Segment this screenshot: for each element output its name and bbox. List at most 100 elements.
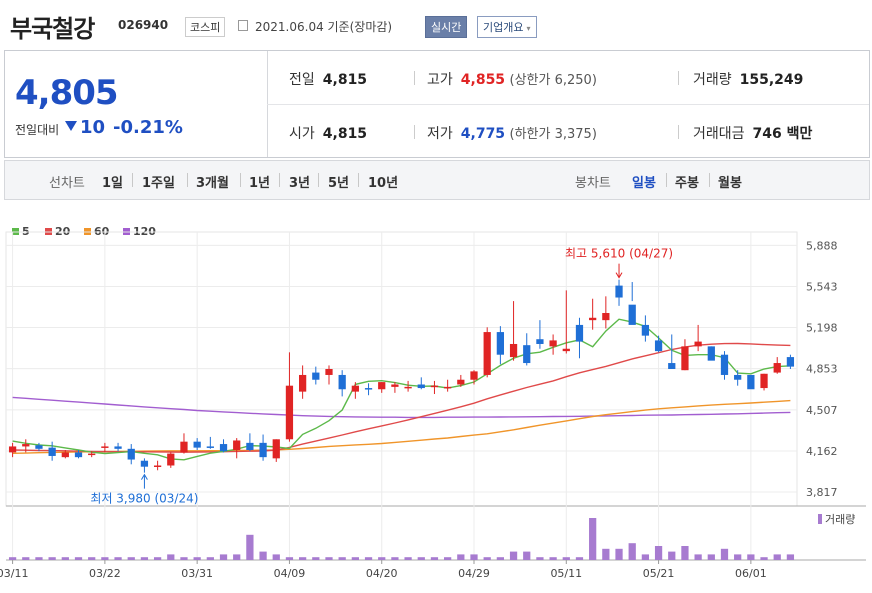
- volume-bar: [654, 546, 663, 560]
- volume-bar: [773, 554, 781, 560]
- company-overview-button[interactable]: 기업개요 ▾: [477, 16, 537, 38]
- candle-body: [523, 345, 531, 364]
- candle-body: [206, 446, 214, 448]
- volume-bar: [338, 557, 346, 560]
- tab-1y[interactable]: 1년: [249, 176, 271, 191]
- volume-bar: [483, 557, 491, 560]
- stock-header: 부국철강 026940 코스피 2021.06.04 기준(장마감) 실시간 기…: [0, 0, 872, 46]
- high-label: 고가: [427, 72, 453, 88]
- candle-body: [628, 304, 636, 325]
- realtime-button[interactable]: 실시간: [425, 16, 468, 38]
- tab-weekly[interactable]: 주봉: [675, 176, 699, 191]
- volume-bar: [127, 557, 135, 560]
- candle-body: [786, 357, 795, 367]
- divider: [678, 125, 679, 139]
- y-tick-label: 5,888: [806, 239, 838, 252]
- divider: [709, 173, 710, 187]
- candle-body: [641, 324, 650, 336]
- candle-body: [285, 385, 294, 440]
- candle-body: [167, 453, 175, 466]
- volume-bar: [760, 557, 768, 560]
- divider: [414, 125, 415, 139]
- divider: [267, 104, 869, 105]
- candle-body: [8, 446, 17, 453]
- divider: [318, 173, 319, 187]
- candle-body: [351, 385, 359, 392]
- high-annotation-arrowhead: [615, 272, 623, 279]
- upper-limit: (상한가 6,250): [509, 73, 597, 88]
- volume-bar: [523, 551, 531, 560]
- volume-bar: [272, 554, 280, 560]
- change-value: 10: [80, 117, 106, 138]
- quote-date: 2021.06.04 기준(장마감): [255, 20, 393, 34]
- market-badge: 코스피: [185, 17, 226, 37]
- volume-bar: [193, 557, 201, 560]
- calendar-icon: [238, 20, 248, 31]
- volume-bar: [285, 557, 294, 560]
- volume-bar: [668, 551, 676, 560]
- candle-body: [430, 385, 439, 388]
- candle-body: [720, 354, 729, 375]
- x-tick-label: 04/29: [458, 567, 490, 580]
- y-tick-label: 4,853: [806, 363, 838, 376]
- x-tick-label: 03/22: [89, 567, 121, 580]
- high-annotation: 최고 5,610 (04/27): [565, 247, 673, 261]
- candle-body: [272, 439, 280, 459]
- tab-3y[interactable]: 3년: [289, 176, 311, 191]
- change-percent: -0.21%: [113, 117, 183, 138]
- candle-body: [470, 371, 478, 380]
- tab-3m[interactable]: 3개월: [196, 176, 229, 191]
- candle-body: [483, 332, 491, 375]
- tab-5y[interactable]: 5년: [328, 176, 350, 191]
- candle-body: [101, 446, 109, 448]
- x-tick-label: 06/01: [735, 567, 767, 580]
- tab-10y[interactable]: 10년: [368, 176, 399, 191]
- volume-bar: [140, 557, 149, 560]
- candle-body: [417, 384, 425, 389]
- candle-body: [338, 374, 346, 390]
- tab-daily[interactable]: 일봉: [632, 176, 656, 191]
- volume-bar: [444, 557, 452, 560]
- quote-panel: 4,805 전일대비 10 -0.21% 전일 4,815 고가 4,855 (상한…: [4, 50, 870, 158]
- volume-bar: [378, 557, 386, 560]
- company-overview-label: 기업개요: [483, 21, 524, 34]
- tab-1d[interactable]: 1일: [102, 176, 124, 191]
- volume-bar: [246, 534, 254, 560]
- volume-bar: [88, 557, 96, 560]
- candle-body: [259, 442, 267, 458]
- x-tick-label: 04/20: [366, 567, 398, 580]
- volume-bar: [641, 554, 650, 560]
- y-tick-label: 4,162: [806, 445, 838, 458]
- tab-monthly[interactable]: 월봉: [718, 176, 742, 191]
- volume-bar: [298, 557, 307, 560]
- volume-bar: [562, 557, 570, 560]
- candle-body: [325, 369, 333, 375]
- candle-body: [22, 444, 30, 447]
- volume-bar: [219, 554, 228, 560]
- candle-body: [602, 313, 610, 321]
- volume-bar: [312, 557, 320, 560]
- high-value: 4,855: [460, 72, 506, 88]
- candle-body: [114, 446, 122, 449]
- open-value: 4,815: [322, 126, 368, 142]
- low-annotation: 최저 3,980 (03/24): [90, 492, 198, 506]
- tab-1w[interactable]: 1주일: [142, 176, 175, 191]
- x-tick-label: 05/21: [643, 567, 675, 580]
- change-label: 전일대비: [15, 123, 60, 137]
- y-tick-label: 5,543: [806, 280, 838, 293]
- candle-body: [457, 379, 465, 385]
- candle-body: [536, 339, 544, 344]
- volume-value: 155,249: [739, 72, 804, 88]
- candle-body: [404, 386, 412, 389]
- volume-label: 거래량: [693, 72, 732, 88]
- volume-bar: [417, 557, 425, 560]
- open-price: 시가 4,815: [289, 123, 367, 143]
- ma20-line: [12, 342, 791, 453]
- down-arrow-icon: [65, 121, 77, 131]
- ma120-line: [12, 396, 791, 419]
- candle-body: [734, 374, 742, 380]
- volume-bar: [786, 554, 795, 560]
- ma60-line: [12, 399, 791, 454]
- y-tick-label: 4,507: [806, 404, 838, 417]
- volume-bar: [74, 557, 83, 560]
